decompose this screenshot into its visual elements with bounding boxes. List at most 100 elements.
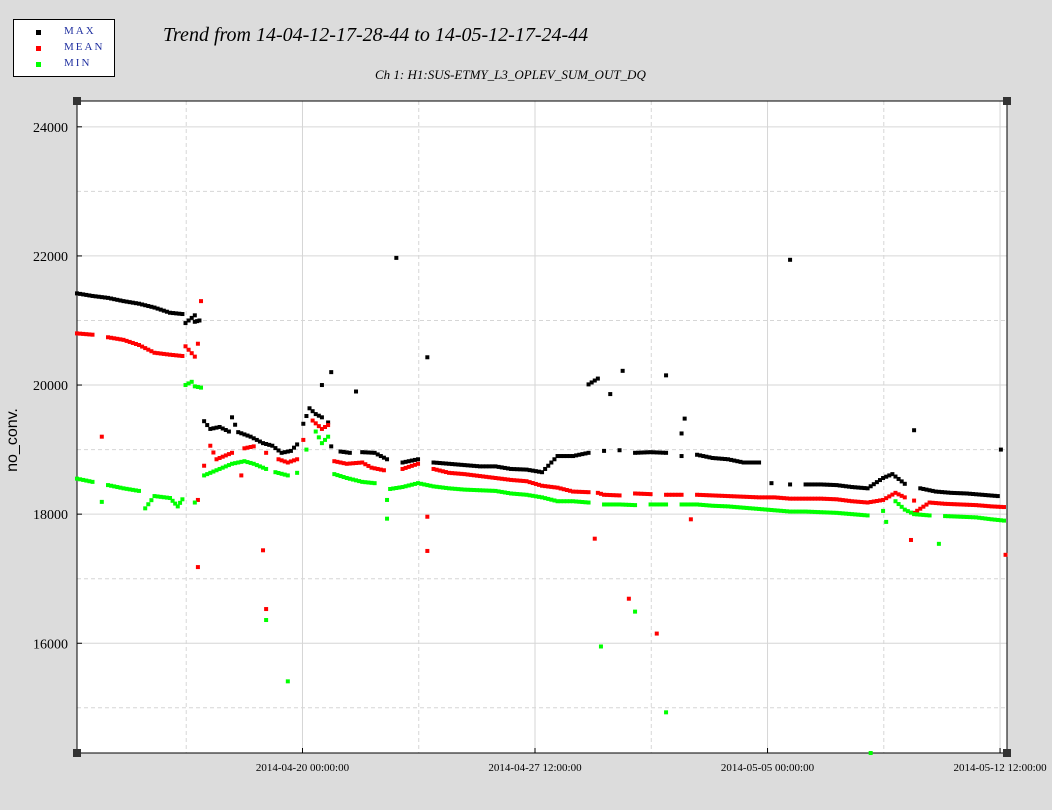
mean-trend-point <box>986 504 991 509</box>
mean-trend-point <box>316 424 321 429</box>
min-point <box>285 679 290 684</box>
min-trend-point <box>688 502 693 507</box>
mean-trend-point <box>747 494 752 499</box>
mean-point <box>152 350 157 355</box>
mean-trend-point <box>518 478 523 483</box>
max-trend-point <box>927 488 932 493</box>
min-point <box>264 466 269 471</box>
corner-marker <box>1003 97 1011 105</box>
mean-trend-point <box>505 477 510 482</box>
mean-trend-point <box>760 495 765 500</box>
max-trend-point <box>403 459 408 464</box>
mean-point <box>310 418 315 423</box>
min-trend-point <box>800 509 805 514</box>
min-trend-point <box>450 486 455 491</box>
mean-point <box>943 501 948 506</box>
min-point <box>319 441 324 446</box>
max-trend-point <box>118 298 123 303</box>
mean-trend-point <box>636 491 641 496</box>
max-point <box>347 450 352 455</box>
legend-label-min: MIN <box>64 57 92 69</box>
max-point <box>509 466 514 471</box>
min-trend-point <box>471 488 476 493</box>
mean-point <box>360 460 365 465</box>
max-point <box>394 255 399 260</box>
max-trend-point <box>939 490 944 495</box>
max-trend-point <box>543 466 548 471</box>
max-trend-point <box>574 453 579 458</box>
max-point <box>726 457 731 462</box>
min-trend-point <box>701 502 706 507</box>
max-trend-point <box>344 450 349 455</box>
min-point <box>385 497 390 502</box>
min-trend-point <box>682 502 687 507</box>
min-trend-point <box>530 493 535 498</box>
min-point <box>137 488 142 493</box>
min-point <box>242 459 247 464</box>
min-point <box>679 502 684 507</box>
max-trend-point <box>961 491 966 496</box>
mean-trend-point <box>378 467 383 472</box>
max-trend-point <box>958 491 963 496</box>
min-point <box>431 484 436 489</box>
min-trend-point <box>543 496 548 501</box>
min-trend-point <box>527 493 532 498</box>
min-point <box>121 486 126 491</box>
max-point <box>602 448 607 453</box>
max-trend-point <box>943 490 948 495</box>
max-trend-point <box>527 468 532 473</box>
min-trend-point <box>347 476 352 481</box>
max-trend-point <box>806 482 811 487</box>
min-trend-point <box>983 516 988 521</box>
min-trend-point <box>261 465 266 470</box>
max-trend-point <box>660 450 665 455</box>
mean-trend-point <box>939 501 944 506</box>
min-trend-point <box>995 517 1000 522</box>
min-trend-point <box>239 459 244 464</box>
mean-trend-point <box>546 484 551 489</box>
min-trend-point <box>350 477 355 482</box>
max-point <box>918 486 923 491</box>
chart-subtitle: Ch 1: H1:SUS-ETMY_L3_OPLEV_SUM_OUT_DQ <box>375 67 646 82</box>
max-trend-point <box>701 454 706 459</box>
mean-trend-point <box>124 338 129 343</box>
min-point <box>478 488 483 493</box>
max-trend-point <box>205 423 210 428</box>
min-trend-point <box>750 506 755 511</box>
mean-point <box>819 496 824 501</box>
mean-point <box>586 490 591 495</box>
max-trend-point <box>853 485 858 490</box>
min-trend-point <box>722 504 727 509</box>
max-trend-point <box>828 482 833 487</box>
max-point <box>679 454 684 459</box>
max-trend-point <box>986 493 991 498</box>
mean-trend-point <box>499 476 504 481</box>
min-trend-point <box>412 481 417 486</box>
min-trend-point <box>515 492 520 497</box>
min-trend-point <box>955 514 960 519</box>
mean-point <box>251 444 256 449</box>
mean-trend-point <box>161 351 166 356</box>
min-point <box>695 502 700 507</box>
min-point <box>893 499 898 504</box>
mean-trend-point <box>698 492 703 497</box>
max-trend-point <box>856 485 861 490</box>
mean-trend-point <box>335 459 340 464</box>
max-point <box>980 492 985 497</box>
min-point <box>865 513 870 518</box>
max-point <box>360 450 365 455</box>
max-point <box>902 481 907 486</box>
min-point <box>974 515 979 520</box>
min-trend-point <box>428 483 433 488</box>
mean-point <box>912 498 917 503</box>
mean-trend-point <box>403 465 408 470</box>
max-trend-point <box>211 426 216 431</box>
y-tick-label: 16000 <box>33 637 68 652</box>
min-trend-point <box>223 464 228 469</box>
max-trend-point <box>87 293 92 298</box>
max-trend-point <box>930 488 935 493</box>
mean-trend-point <box>884 496 889 501</box>
max-point <box>270 443 275 448</box>
mean-trend-point <box>543 484 548 489</box>
